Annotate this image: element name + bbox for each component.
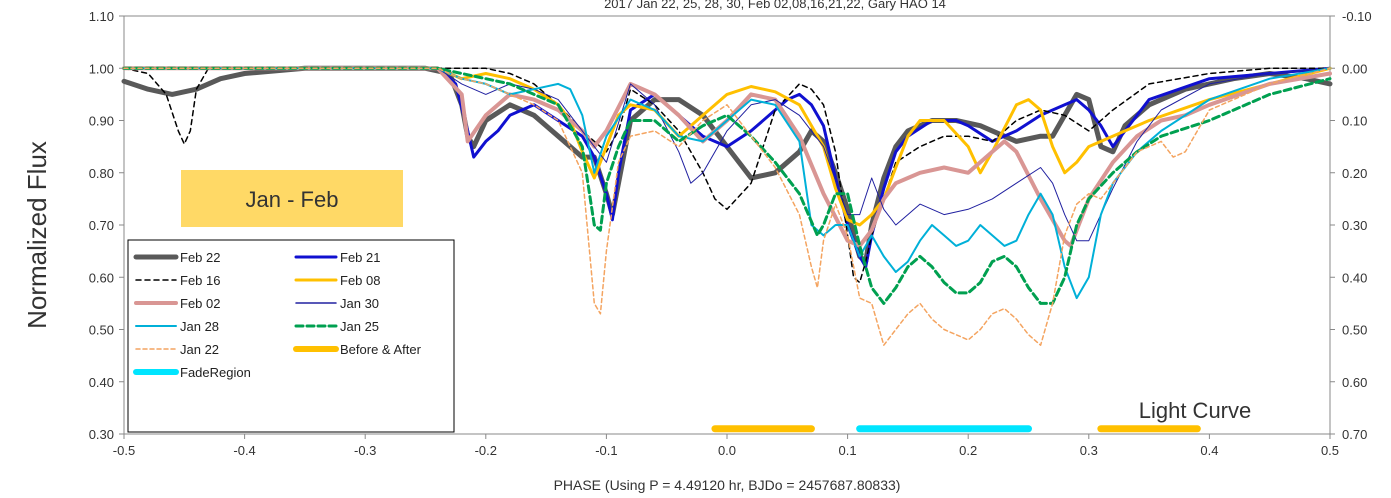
legend-label-feb-16: Feb 16: [180, 273, 220, 288]
y2-tick-label: 0.30: [1342, 218, 1367, 233]
y2-tick-label: 0.10: [1342, 114, 1367, 129]
x-tick-label: 0.4: [1200, 443, 1218, 458]
y-tick-label: 0.90: [89, 114, 114, 129]
x-tick-label: 0.5: [1321, 443, 1339, 458]
y2-tick-label: 0.40: [1342, 270, 1367, 285]
x-tick-label: -0.1: [595, 443, 617, 458]
legend-label-before-after: Before & After: [340, 342, 422, 357]
y2-tick-label: -0.10: [1342, 9, 1372, 24]
legend: Feb 22 Feb 21 Feb 16 Feb 08 Feb 02 Jan 30 Jan …: [127, 239, 455, 433]
legend-box: [127, 239, 455, 433]
legend-label-feb-21: Feb 21: [340, 250, 380, 265]
series-layer: [121, 65, 1333, 346]
annotation-jan-feb: Jan - Feb: [181, 170, 403, 227]
y-tick-label: 1.00: [89, 61, 114, 76]
y-tick-label: 0.80: [89, 166, 114, 181]
y-axis-title: Normalized Flux: [22, 141, 52, 329]
y2-tick-label: 0.50: [1342, 323, 1367, 338]
legend-label-jan-22: Jan 22: [180, 342, 219, 357]
x-tick-label: 0.3: [1080, 443, 1098, 458]
x-tick-label: 0.2: [959, 443, 977, 458]
x-tick-label: -0.4: [233, 443, 255, 458]
series-line-feb-16: [123, 67, 1331, 284]
series-line-jan-25: [122, 66, 1332, 305]
chart-title: 2017 Jan 22, 25, 28, 30, Feb 02,08,16,21…: [604, 0, 946, 11]
y2-tick-label: 0.70: [1342, 427, 1367, 442]
y2-tick-label: 0.20: [1342, 166, 1367, 181]
legend-label-feb-08: Feb 08: [340, 273, 380, 288]
y-tick-label: 0.60: [89, 270, 114, 285]
y-tick-label: 0.70: [89, 218, 114, 233]
y-tick-label: 0.50: [89, 323, 114, 338]
annotation-jan-feb-box: [181, 170, 403, 227]
legend-label-feb-22: Feb 22: [180, 250, 220, 265]
series-line-jan-22: [123, 67, 1331, 346]
series-line-feb-21: [122, 66, 1332, 269]
legend-label-feb-02: Feb 02: [180, 296, 220, 311]
x-axis-title: PHASE (Using P = 4.49120 hr, BJDo = 2457…: [554, 477, 901, 493]
x-tick-label: -0.2: [475, 443, 497, 458]
y2-tick-label: 0.60: [1342, 375, 1367, 390]
legend-label-jan-25: Jan 25: [340, 319, 379, 334]
annotation-jan-feb-label: Jan - Feb: [246, 187, 339, 212]
legend-label-jan-30: Jan 30: [340, 296, 379, 311]
y-tick-label: 0.30: [89, 427, 114, 442]
y-tick-label: 0.40: [89, 375, 114, 390]
legend-label-faderegion: FadeRegion: [180, 365, 251, 380]
x-tick-label: 0.1: [839, 443, 857, 458]
series-line-jan-28: [123, 67, 1331, 300]
x-tick-label: -0.5: [113, 443, 135, 458]
y-tick-label: 1.10: [89, 9, 114, 24]
annotation-light-curve: Light Curve: [1139, 398, 1252, 423]
x-tick-label: 0.0: [718, 443, 736, 458]
x-tick-label: -0.3: [354, 443, 376, 458]
legend-label-jan-28: Jan 28: [180, 319, 219, 334]
y2-tick-label: 0.00: [1342, 61, 1367, 76]
